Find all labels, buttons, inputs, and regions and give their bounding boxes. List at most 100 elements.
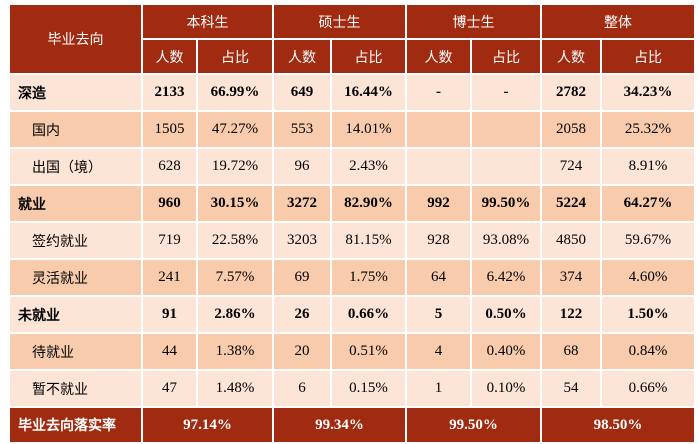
table-row: 出国（境） 628 19.72% 96 2.43% 724 8.91%: [8, 147, 696, 186]
count-cell: 54: [540, 369, 602, 408]
row-label: 出国（境）: [8, 147, 143, 186]
ratio-cell: 1.75%: [330, 258, 407, 297]
count-cell: 64: [405, 258, 472, 297]
ratio-cell: 2.86%: [196, 295, 274, 334]
ratio-cell: 19.72%: [196, 147, 274, 186]
table-row: 国内 1505 47.27% 553 14.01% 2058 25.32%: [8, 110, 696, 149]
ratio-cell: 34.23%: [600, 73, 696, 112]
row-label: 深造: [8, 73, 143, 112]
ratio-cell: 81.15%: [330, 221, 407, 260]
count-cell: 3272: [272, 184, 332, 223]
row-label-header: 毕业去向: [8, 3, 143, 75]
row-label: 待就业: [8, 332, 143, 371]
count-cell: 3203: [272, 221, 332, 260]
count-header: 人数: [405, 38, 472, 75]
placement-rate-cell: 97.14%: [141, 406, 274, 444]
count-cell: 1: [405, 369, 472, 408]
count-cell: [405, 110, 472, 149]
ratio-cell: 0.10%: [470, 369, 542, 408]
count-cell: 241: [141, 258, 198, 297]
table-row: 就业 960 30.15% 3272 82.90% 992 99.50% 5224 64.27%: [8, 184, 696, 223]
ratio-cell: 0.40%: [470, 332, 542, 371]
footer-row: 毕业去向落实率 97.14% 99.34% 99.50% 98.50%: [8, 406, 696, 444]
placement-rate-cell: 99.50%: [405, 406, 542, 444]
count-cell: 2058: [540, 110, 602, 149]
count-cell: 928: [405, 221, 472, 260]
ratio-cell: 30.15%: [196, 184, 274, 223]
group-header-overall: 整体: [540, 3, 696, 40]
ratio-cell: 0.15%: [330, 369, 407, 408]
group-header-bachelor: 本科生: [141, 3, 274, 40]
count-cell: 69: [272, 258, 332, 297]
count-cell: 719: [141, 221, 198, 260]
count-cell: 2782: [540, 73, 602, 112]
ratio-cell: 1.48%: [196, 369, 274, 408]
count-cell: 553: [272, 110, 332, 149]
group-header-master: 硕士生: [272, 3, 407, 40]
ratio-cell: 22.58%: [196, 221, 274, 260]
count-header: 人数: [141, 38, 198, 75]
placement-rate-cell: 98.50%: [540, 406, 696, 444]
ratio-cell: 2.43%: [330, 147, 407, 186]
count-cell: 724: [540, 147, 602, 186]
group-header-doctor: 博士生: [405, 3, 542, 40]
ratio-cell: -: [470, 73, 542, 112]
ratio-cell: 16.44%: [330, 73, 407, 112]
ratio-cell: 0.66%: [600, 369, 696, 408]
ratio-cell: [470, 110, 542, 149]
footer-label: 毕业去向落实率: [8, 406, 143, 444]
ratio-cell: 47.27%: [196, 110, 274, 149]
ratio-cell: 14.01%: [330, 110, 407, 149]
count-cell: 26: [272, 295, 332, 334]
ratio-header: 占比: [470, 38, 542, 75]
count-cell: 96: [272, 147, 332, 186]
table-row: 待就业 44 1.38% 20 0.51% 4 0.40% 68 0.84%: [8, 332, 696, 371]
ratio-header: 占比: [330, 38, 407, 75]
ratio-cell: 1.50%: [600, 295, 696, 334]
ratio-cell: 6.42%: [470, 258, 542, 297]
count-cell: 44: [141, 332, 198, 371]
ratio-cell: 7.57%: [196, 258, 274, 297]
count-cell: 4850: [540, 221, 602, 260]
ratio-cell: 0.51%: [330, 332, 407, 371]
ratio-cell: 66.99%: [196, 73, 274, 112]
ratio-cell: 8.91%: [600, 147, 696, 186]
ratio-cell: 64.27%: [600, 184, 696, 223]
count-cell: 374: [540, 258, 602, 297]
count-cell: 6: [272, 369, 332, 408]
row-label: 暂不就业: [8, 369, 143, 408]
row-label: 灵活就业: [8, 258, 143, 297]
ratio-cell: 0.84%: [600, 332, 696, 371]
ratio-cell: 0.66%: [330, 295, 407, 334]
table-row: 签约就业 719 22.58% 3203 81.15% 928 93.08% 4850 59.6…: [8, 221, 696, 260]
ratio-cell: 93.08%: [470, 221, 542, 260]
ratio-cell: 4.60%: [600, 258, 696, 297]
graduate-destination-table: 毕业去向 本科生 硕士生 博士生 整体 人数 占比 人数 占比 人数 占比 人数 占比 深造 2…: [8, 3, 696, 444]
count-cell: 5: [405, 295, 472, 334]
count-cell: [405, 147, 472, 186]
count-cell: -: [405, 73, 472, 112]
count-cell: 5224: [540, 184, 602, 223]
count-header: 人数: [272, 38, 332, 75]
table-row: 未就业 91 2.86% 26 0.66% 5 0.50% 122 1.50%: [8, 295, 696, 334]
count-cell: 20: [272, 332, 332, 371]
count-cell: 2133: [141, 73, 198, 112]
row-label: 签约就业: [8, 221, 143, 260]
table-row: 深造 2133 66.99% 649 16.44% - -2782 34.23%: [8, 73, 696, 112]
count-cell: 960: [141, 184, 198, 223]
count-cell: 47: [141, 369, 198, 408]
ratio-cell: 59.67%: [600, 221, 696, 260]
count-header: 人数: [540, 38, 602, 75]
ratio-header: 占比: [600, 38, 696, 75]
count-cell: 628: [141, 147, 198, 186]
ratio-cell: 82.90%: [330, 184, 407, 223]
count-cell: 992: [405, 184, 472, 223]
count-cell: 68: [540, 332, 602, 371]
ratio-cell: 99.50%: [470, 184, 542, 223]
placement-rate-cell: 99.34%: [272, 406, 407, 444]
ratio-cell: 25.32%: [600, 110, 696, 149]
row-label: 国内: [8, 110, 143, 149]
count-cell: 122: [540, 295, 602, 334]
ratio-cell: 0.50%: [470, 295, 542, 334]
count-cell: 4: [405, 332, 472, 371]
